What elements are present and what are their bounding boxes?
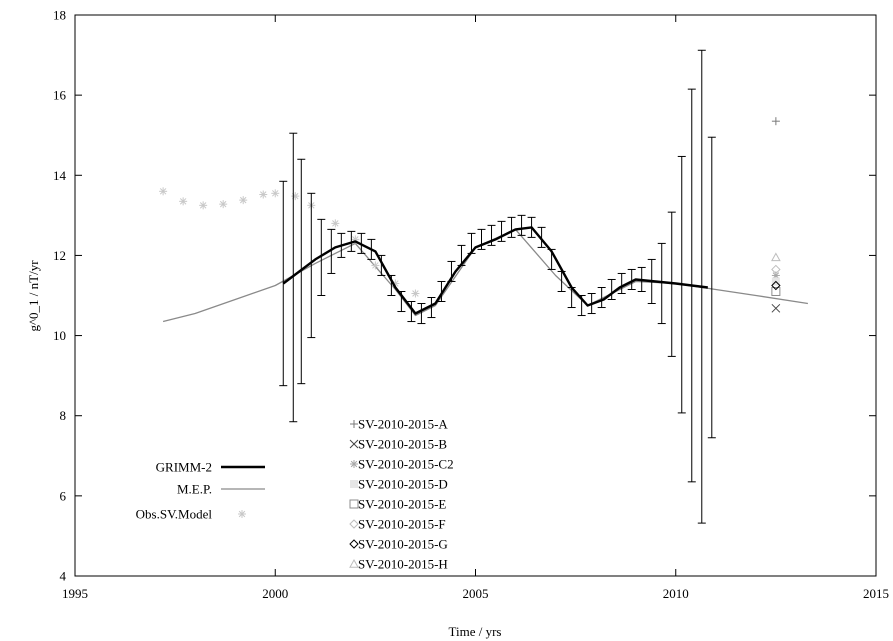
grimm2-errorbar [407,301,416,323]
legend-center-label: SV-2010-2015-G [358,537,448,552]
grimm2-errorbar [507,216,516,238]
legend-center-marker [349,519,359,529]
sv-2010-2015-point-h [771,252,781,262]
x-tick-label: 2005 [463,586,489,601]
y-tick-label: 10 [53,328,66,343]
grimm2-series-line [282,226,708,315]
legend-center-marker [349,499,359,509]
grimm2-errorbar [437,280,446,303]
obs-sv-model-point [159,187,168,196]
legend-center-marker [349,539,359,549]
obs-sv-model-point [331,219,340,228]
grimm2-errorbar [497,220,506,242]
sv-2010-2015-point-e [771,286,781,296]
legend-center-label: SV-2010-2015-B [358,437,447,452]
x-axis-title: Time / yrs [449,624,502,639]
obs-sv-model-point [179,197,188,206]
y-tick-label: 14 [53,168,67,183]
grimm2-errorbar [657,242,666,325]
legend-obs-sv-model-swatch [238,510,246,518]
obs-sv-model-point [371,261,380,270]
legend-left-label: GRIMM-2 [156,460,212,475]
legend-center-label: SV-2010-2015-A [358,417,448,432]
obs-sv-model-point [219,200,228,209]
grimm2-errorbar [707,136,716,439]
grimm2-errorbar [307,192,316,339]
y-tick-label: 6 [60,488,67,503]
legend-center-marker [350,460,358,468]
legend-center-label: SV-2010-2015-F [358,517,446,532]
y-tick-label: 16 [53,88,67,103]
x-tick-label: 1995 [62,586,88,601]
legend-center-marker [349,439,359,449]
obs-sv-model-point [259,190,268,199]
y-tick-label: 12 [53,248,66,263]
legend-center-marker [349,558,359,568]
legend-center-label: SV-2010-2015-D [358,477,448,492]
obs-sv-model-point [411,289,420,298]
legend-center-label: SV-2010-2015-E [358,497,446,512]
grimm2-errorbar [317,218,326,296]
legend-center-marker [350,420,358,428]
obs-sv-model-point [291,192,300,201]
legend-left-label: Obs.SV.Model [136,507,213,522]
grimm2-errorbar [517,214,526,236]
y-tick-label: 18 [53,8,66,23]
grimm2-errorbar [427,297,436,319]
legend-center-label: SV-2010-2015-H [358,557,448,572]
y-tick-label: 4 [60,569,67,584]
sv-2010-2015-point-b [771,303,781,313]
x-tick-label: 2015 [863,586,889,601]
obs-sv-model-point [199,201,208,210]
grimm2-errorbar [597,286,606,309]
sv-2010-2015-point-f [771,264,781,275]
sv-2010-2015-point-g [771,280,781,291]
grimm2-errorbar [537,226,546,248]
grimm2-errorbar [327,228,336,274]
grimm2-errorbar [627,268,636,290]
obs-sv-model-point [271,189,280,198]
sv-2010-2015-point-a [771,117,780,126]
legend-center-marker [350,480,358,488]
grimm2-errorbar [417,303,426,325]
legend-center-label: SV-2010-2015-C2 [358,457,454,472]
x-tick-label: 2000 [262,586,288,601]
y-axis-title: g^0_1 / nT/yr [26,260,41,332]
grimm2-errorbar [279,180,288,387]
legend-left-label: M.E.P. [177,482,212,497]
grimm2-errorbar [607,278,616,301]
obs-sv-model-point [239,196,248,205]
y-tick-label: 8 [60,408,67,423]
grimm2-errorbar [617,272,626,294]
x-tick-label: 2010 [663,586,689,601]
